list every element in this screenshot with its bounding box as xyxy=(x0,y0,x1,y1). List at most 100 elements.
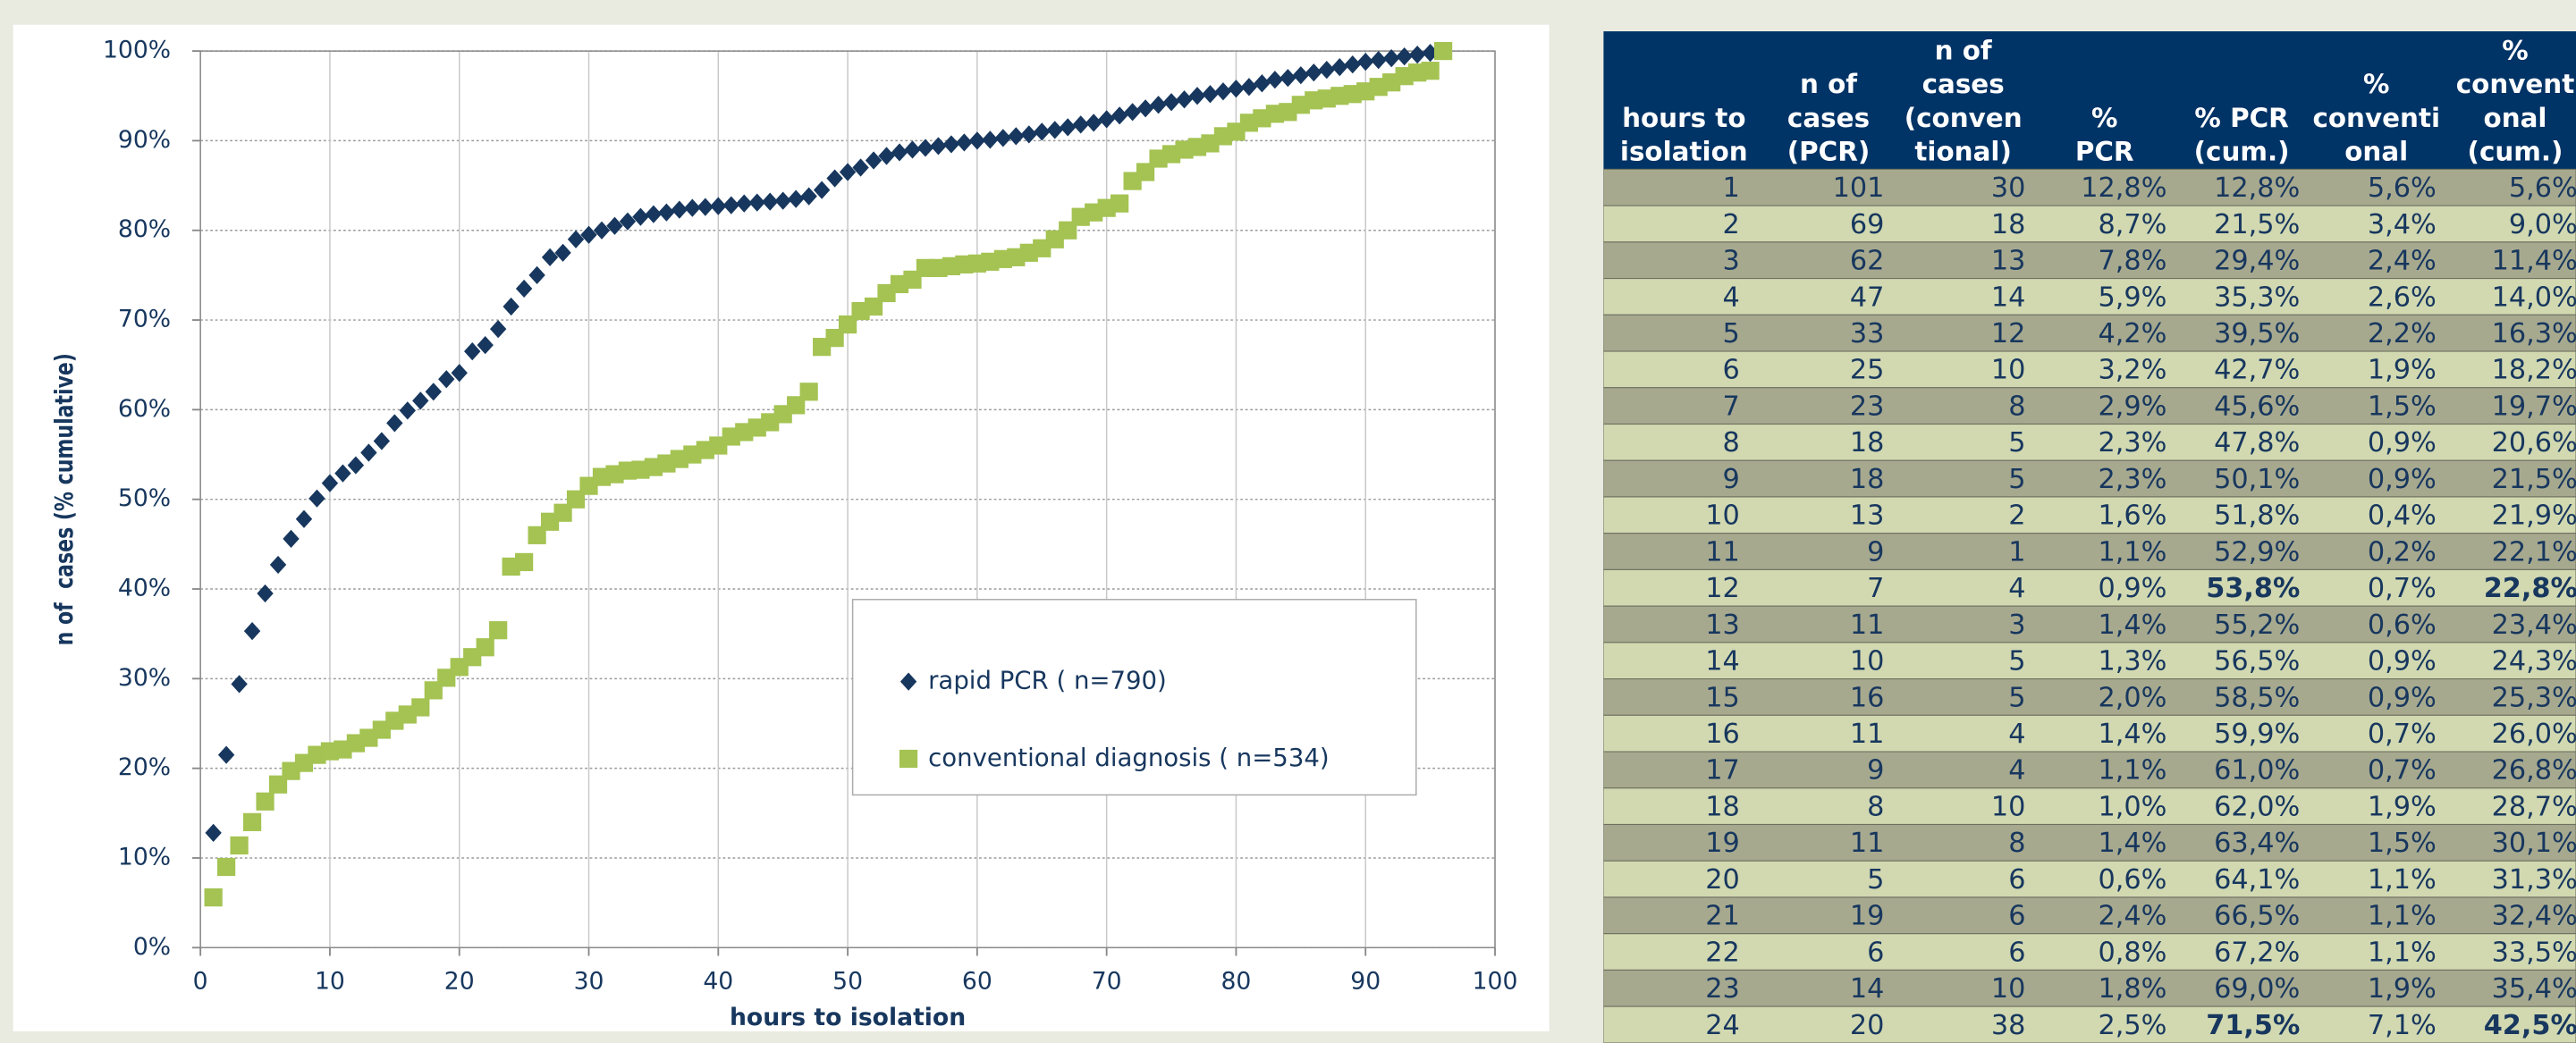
table-cell: 0,9% xyxy=(2368,427,2437,458)
y-tick-label: 0% xyxy=(133,933,171,961)
x-tick-label: 30 xyxy=(574,967,604,995)
table-row-bg xyxy=(1603,823,2576,862)
table-cell: 14 xyxy=(1991,282,2026,313)
square-point xyxy=(256,792,274,811)
table-cell: 0,4% xyxy=(2368,500,2437,532)
diamond-point xyxy=(1228,80,1245,98)
table-cell: 35,4% xyxy=(2492,973,2576,1005)
diamond-point xyxy=(899,672,917,691)
y-tick-label: 40% xyxy=(118,575,171,602)
table-cell: 33,5% xyxy=(2492,937,2576,968)
table-cell: 26,8% xyxy=(2492,755,2576,786)
table-cell: 25,3% xyxy=(2492,682,2576,713)
table-cell: 8 xyxy=(2008,828,2025,859)
table-cell: 47,8% xyxy=(2214,427,2300,458)
table-cell: 1,0% xyxy=(2099,791,2167,822)
table-cell: 58,5% xyxy=(2214,682,2300,713)
square-point xyxy=(411,698,430,717)
table-cell: 1,4% xyxy=(2099,610,2167,641)
table-cell: 8 xyxy=(1867,791,1884,822)
table-cell: 39,5% xyxy=(2214,318,2300,349)
diamond-point xyxy=(1370,51,1387,70)
table-cell: 0,9% xyxy=(2368,464,2437,495)
table-cell: 22,1% xyxy=(2492,536,2576,568)
table-cell: 66,5% xyxy=(2214,901,2300,932)
table-cell: 13 xyxy=(1705,610,1740,641)
table-cell: 101 xyxy=(1833,172,1885,204)
table-cell: 5 xyxy=(1722,318,1739,349)
header-text: convent xyxy=(2456,69,2575,99)
diamond-point xyxy=(205,823,222,842)
table-cell: 13 xyxy=(1991,246,2026,277)
table-row-bg xyxy=(1603,278,2576,315)
table-cell: 4 xyxy=(2008,755,2025,786)
header-text: % PCR xyxy=(2194,103,2289,133)
diamond-point xyxy=(722,196,739,214)
table-cell: 51,8% xyxy=(2214,500,2300,532)
table-cell: 18 xyxy=(1850,464,1885,495)
table-cell: 11,4% xyxy=(2492,246,2576,277)
table-cell: 20 xyxy=(1705,864,1740,896)
diamond-point xyxy=(774,191,791,210)
diamond-point xyxy=(1136,99,1154,118)
table-cell: 29,4% xyxy=(2214,246,2300,277)
table-cell: 2,5% xyxy=(2099,1010,2167,1041)
y-tick-label: 20% xyxy=(118,753,171,781)
table-cell: 9,0% xyxy=(2509,209,2576,240)
table-cell: 50,1% xyxy=(2214,464,2300,495)
header-text: hours to xyxy=(1622,103,1745,133)
table-cell: 61,0% xyxy=(2214,755,2300,786)
table-cell: 33 xyxy=(1850,318,1885,349)
table-row-bg xyxy=(1603,168,2576,206)
diamond-point xyxy=(1396,47,1413,66)
y-tick-label: 100% xyxy=(103,37,171,64)
header-text: conventi xyxy=(2312,103,2440,133)
x-tick-label: 80 xyxy=(1220,967,1251,995)
diamond-point xyxy=(425,383,442,401)
diamond-point xyxy=(1214,82,1232,101)
table-cell: 17 xyxy=(1705,755,1740,786)
diamond-point xyxy=(852,158,869,177)
x-tick-label: 40 xyxy=(703,967,733,995)
table-cell: 52,9% xyxy=(2214,536,2300,568)
header-text: % xyxy=(2363,69,2389,99)
diamond-point xyxy=(373,432,391,450)
table-cell: 56,5% xyxy=(2214,646,2300,677)
table-cell: 5 xyxy=(2008,646,2025,677)
diamond-point xyxy=(295,509,313,528)
diamond-point xyxy=(1060,118,1077,137)
table-cell: 21 xyxy=(1705,901,1740,932)
table-cell: 4 xyxy=(1722,282,1739,313)
table-cell: 1,9% xyxy=(2368,973,2437,1005)
table-cell: 42,7% xyxy=(2214,355,2300,386)
table-cell: 30 xyxy=(1991,172,2026,204)
table-cell: 2,4% xyxy=(2099,901,2167,932)
table-cell: 5,6% xyxy=(2368,172,2437,204)
table-cell: 5 xyxy=(2008,464,2025,495)
header-text: isolation xyxy=(1620,137,1748,167)
table-cell: 16 xyxy=(1705,719,1740,750)
table-row-bg xyxy=(1603,896,2576,935)
table-cell: 32,4% xyxy=(2492,901,2576,932)
table-cell: 1,4% xyxy=(2099,719,2167,750)
table-cell: 11 xyxy=(1850,828,1885,859)
diamond-point xyxy=(865,151,883,170)
diamond-point xyxy=(800,187,817,206)
diamond-point xyxy=(464,342,481,361)
table-cell: 23,4% xyxy=(2492,610,2576,641)
diamond-point xyxy=(412,391,429,410)
table-cell: 62 xyxy=(1850,246,1885,277)
diamond-point xyxy=(1008,127,1025,146)
table-cell: 2,3% xyxy=(2099,464,2167,495)
table-cell: 2,2% xyxy=(2368,318,2437,349)
y-tick-label: 70% xyxy=(118,306,171,333)
table-cell: 35,3% xyxy=(2214,282,2300,313)
table-cell: 25 xyxy=(1850,355,1885,386)
diamond-point xyxy=(1292,66,1310,85)
diamond-point xyxy=(762,192,779,211)
diamond-point xyxy=(438,370,455,389)
table-cell: 45,6% xyxy=(2214,391,2300,422)
table-cell: 20,6% xyxy=(2492,427,2576,458)
table-cell: 13 xyxy=(1850,500,1885,532)
